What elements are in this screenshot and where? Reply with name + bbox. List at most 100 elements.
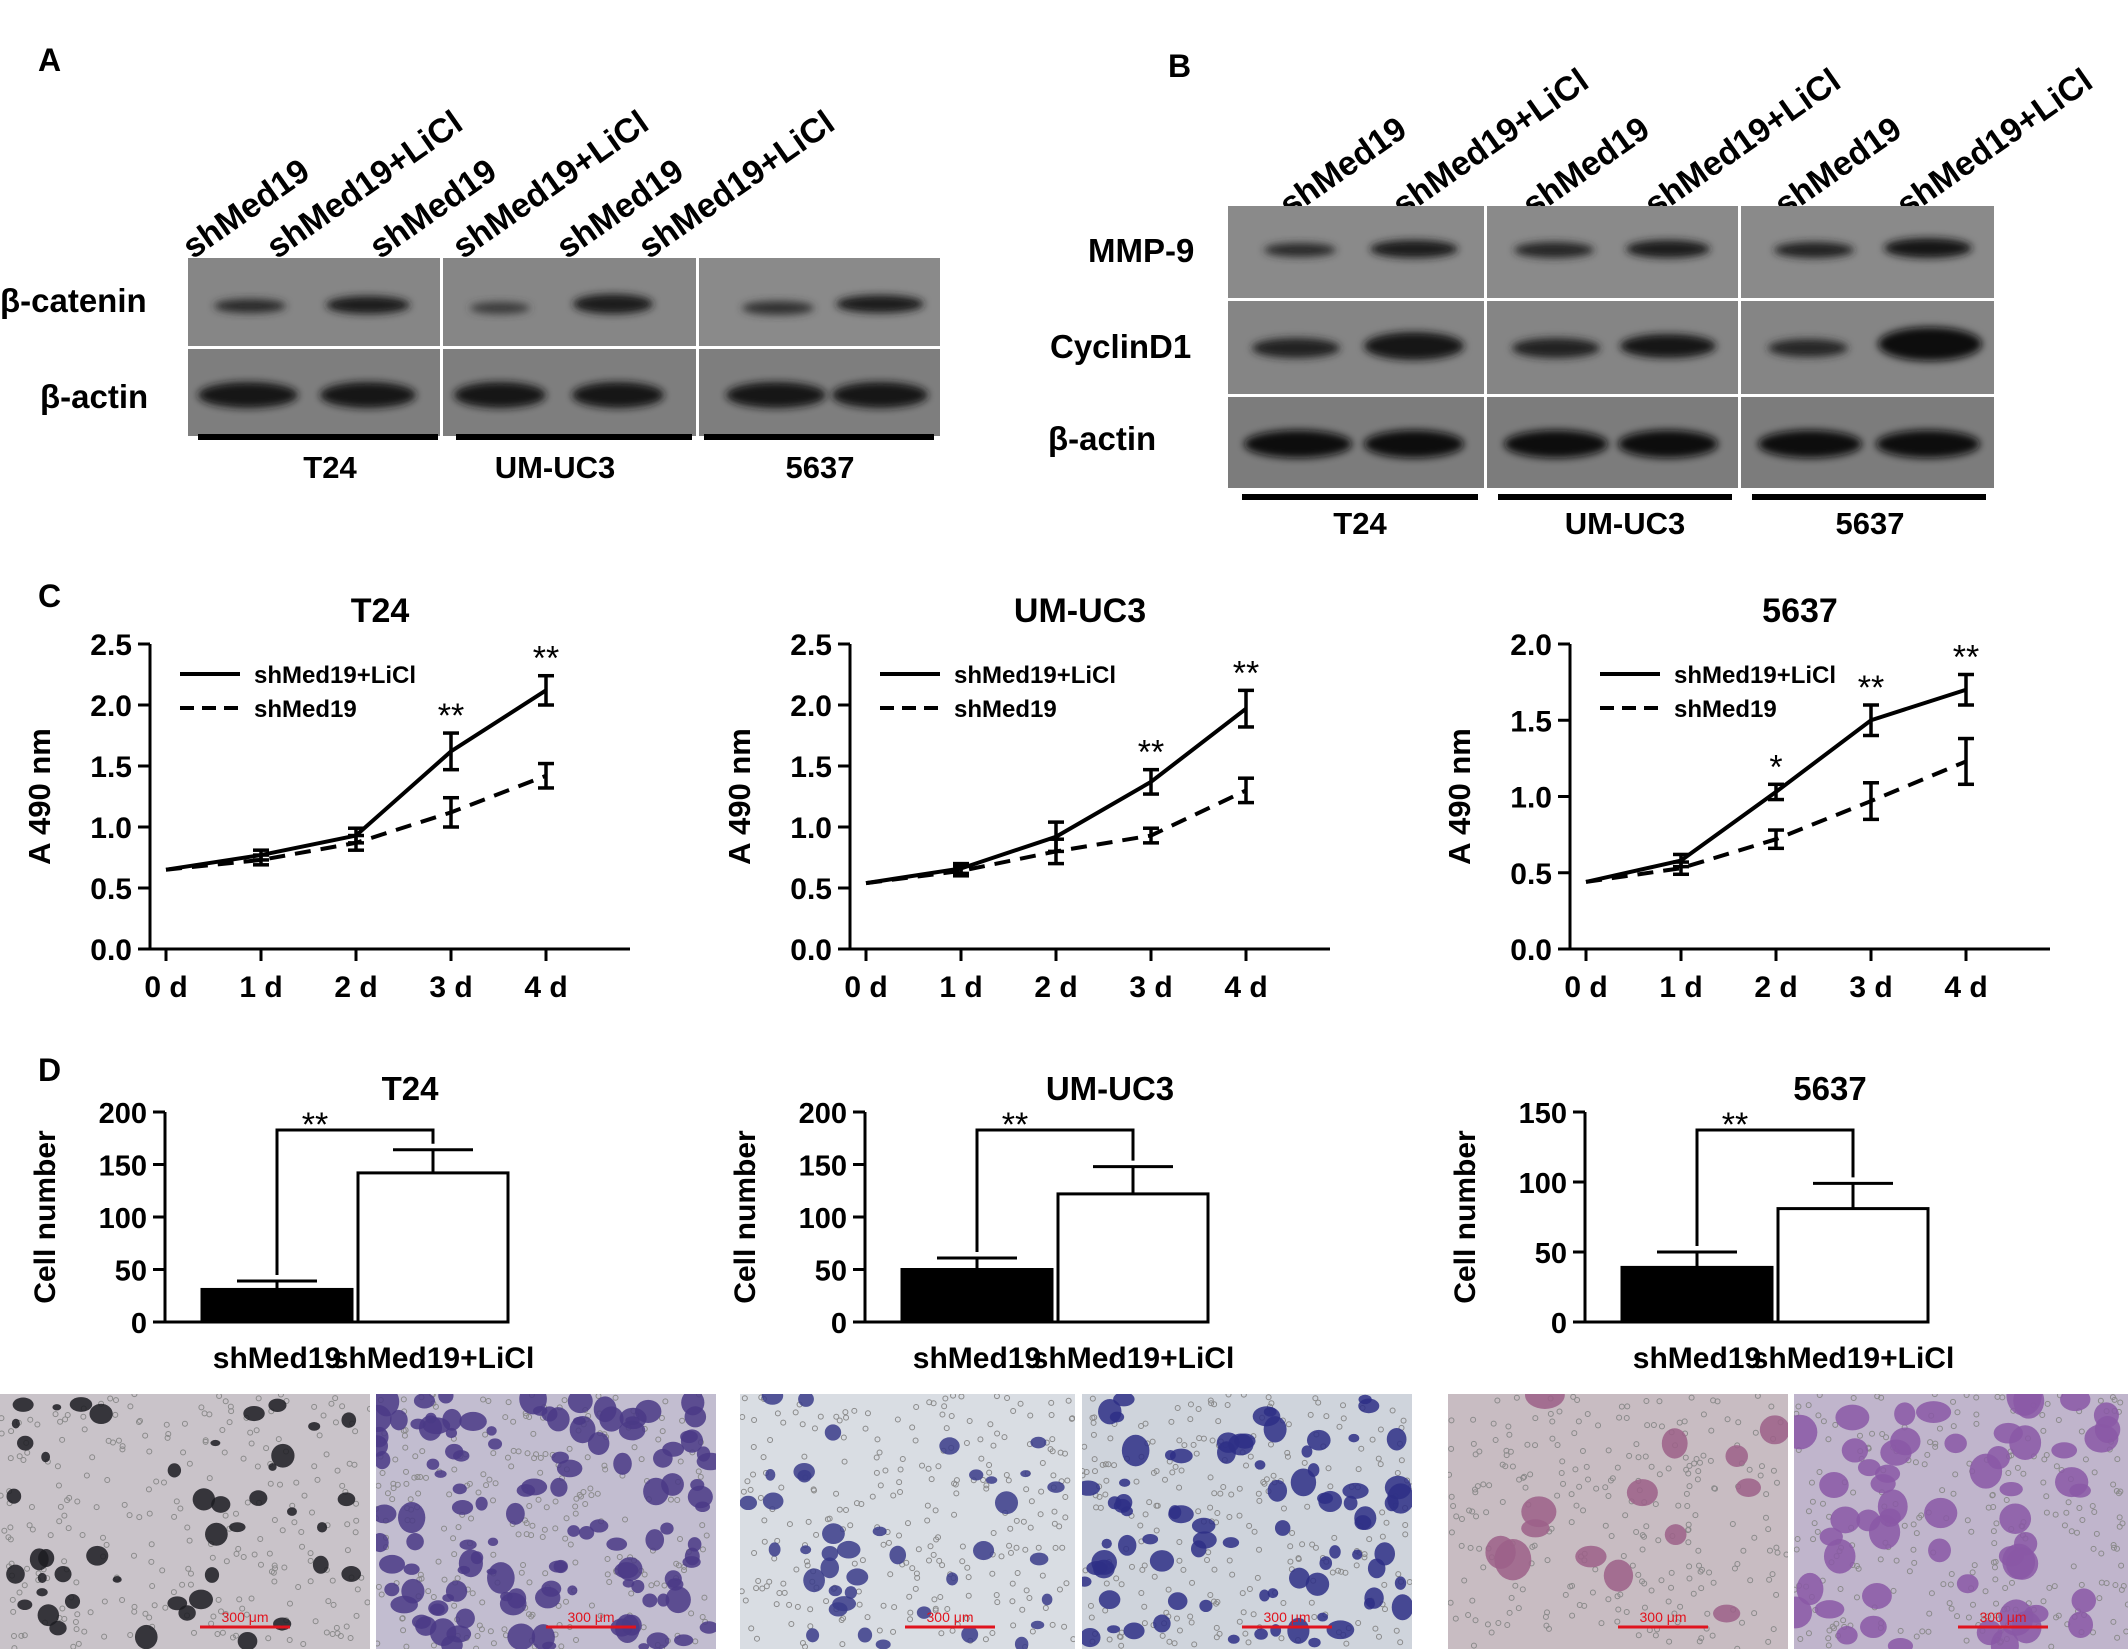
pore bbox=[1677, 1603, 1684, 1610]
cell bbox=[1890, 1427, 1921, 1456]
y-tick-label: 0 bbox=[1551, 1308, 1567, 1340]
cell bbox=[593, 1396, 617, 1423]
cell bbox=[546, 1407, 570, 1432]
pore bbox=[1096, 1493, 1103, 1500]
cell bbox=[376, 1450, 391, 1470]
pore bbox=[505, 1399, 512, 1406]
pore bbox=[1200, 1435, 1207, 1442]
pore bbox=[631, 1444, 638, 1451]
cell bbox=[1030, 1620, 1045, 1630]
pore bbox=[1648, 1587, 1655, 1594]
pore bbox=[1819, 1500, 1826, 1507]
pore bbox=[504, 1454, 511, 1461]
pore bbox=[1567, 1583, 1574, 1590]
cell bbox=[985, 1476, 998, 1484]
cell bbox=[1121, 1434, 1150, 1467]
pore bbox=[699, 1613, 706, 1620]
pore bbox=[1026, 1595, 1033, 1602]
pore bbox=[1323, 1413, 1330, 1420]
pore bbox=[270, 1569, 277, 1576]
pore bbox=[1758, 1463, 1765, 1470]
cell bbox=[376, 1504, 397, 1524]
pore bbox=[1513, 1394, 1520, 1401]
pore bbox=[2116, 1514, 2123, 1521]
pore bbox=[1685, 1526, 1692, 1533]
pore bbox=[2014, 1464, 2021, 1471]
pore bbox=[119, 1446, 126, 1453]
pore bbox=[914, 1574, 921, 1581]
pore bbox=[578, 1493, 585, 1500]
pore bbox=[1641, 1533, 1648, 1540]
cell bbox=[642, 1593, 658, 1608]
cell bbox=[1924, 1497, 1958, 1529]
pore bbox=[1735, 1419, 1742, 1426]
pore bbox=[1622, 1512, 1629, 1519]
pore bbox=[307, 1578, 314, 1585]
pore bbox=[1176, 1627, 1183, 1634]
pore bbox=[216, 1394, 223, 1399]
pore bbox=[573, 1637, 580, 1644]
cell bbox=[54, 1566, 72, 1583]
pore bbox=[173, 1498, 180, 1505]
pore bbox=[1965, 1614, 1972, 1621]
cell bbox=[438, 1394, 454, 1404]
y-axis-label: Cell number bbox=[729, 1130, 762, 1304]
pore bbox=[2041, 1456, 2048, 1463]
pore bbox=[2053, 1463, 2060, 1470]
pore bbox=[1226, 1557, 1233, 1564]
pore bbox=[801, 1453, 808, 1460]
pore bbox=[2117, 1488, 2124, 1495]
pore bbox=[222, 1398, 229, 1405]
cell bbox=[1290, 1468, 1317, 1497]
pore bbox=[1149, 1438, 1156, 1445]
pore bbox=[1683, 1490, 1690, 1497]
pore bbox=[1229, 1571, 1236, 1578]
pore bbox=[655, 1436, 662, 1443]
cell bbox=[1819, 1472, 1849, 1499]
cell bbox=[519, 1394, 547, 1415]
pore bbox=[1023, 1486, 1030, 1493]
pore bbox=[1406, 1579, 1412, 1586]
pore bbox=[344, 1521, 351, 1528]
pore bbox=[1375, 1455, 1382, 1462]
pore bbox=[1254, 1574, 1261, 1581]
pore bbox=[638, 1456, 645, 1463]
pore bbox=[1211, 1566, 1218, 1573]
cell bbox=[1348, 1433, 1360, 1443]
cell bbox=[667, 1578, 684, 1591]
pore bbox=[131, 1608, 138, 1615]
pore bbox=[277, 1394, 284, 1398]
pore bbox=[1890, 1587, 1897, 1594]
pore bbox=[986, 1469, 993, 1476]
pore bbox=[1340, 1402, 1347, 1409]
pore bbox=[1572, 1466, 1579, 1473]
pore bbox=[240, 1455, 247, 1462]
pore bbox=[1492, 1437, 1499, 1444]
pore bbox=[1770, 1467, 1777, 1474]
pore bbox=[1103, 1580, 1110, 1587]
cell bbox=[457, 1565, 471, 1575]
cell bbox=[1521, 1496, 1557, 1528]
cell bbox=[550, 1477, 568, 1497]
cell bbox=[1082, 1576, 1092, 1587]
cell bbox=[308, 1422, 321, 1431]
cell bbox=[1928, 1538, 1951, 1563]
pore bbox=[2020, 1470, 2027, 1477]
pore bbox=[508, 1463, 515, 1470]
pore bbox=[1916, 1514, 1923, 1521]
pore bbox=[1007, 1525, 1014, 1532]
chart-title: UM-UC3 bbox=[1046, 1070, 1174, 1107]
pore bbox=[1707, 1457, 1714, 1464]
pore bbox=[677, 1458, 684, 1465]
pore bbox=[2043, 1451, 2050, 1458]
pore bbox=[480, 1471, 487, 1478]
pore bbox=[799, 1639, 806, 1646]
pore bbox=[160, 1479, 167, 1486]
cell bbox=[41, 1451, 51, 1463]
pore bbox=[119, 1596, 126, 1603]
pore bbox=[993, 1592, 1000, 1599]
pore bbox=[1980, 1612, 1987, 1619]
pore bbox=[2044, 1400, 2051, 1407]
pore bbox=[206, 1475, 213, 1482]
pore bbox=[311, 1403, 318, 1410]
